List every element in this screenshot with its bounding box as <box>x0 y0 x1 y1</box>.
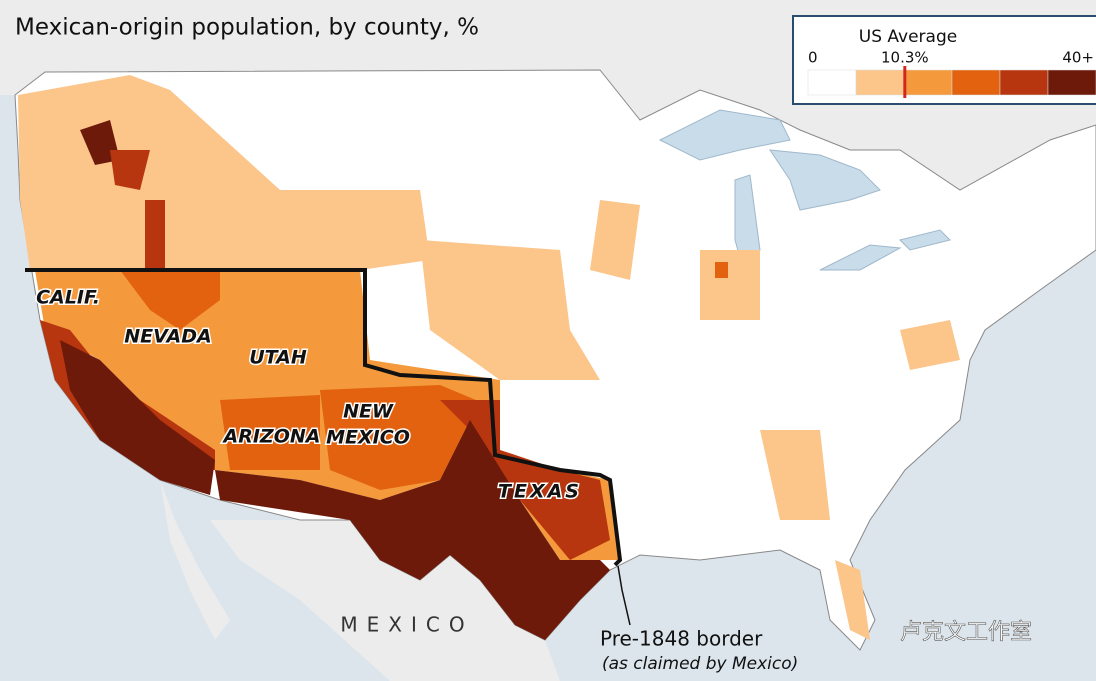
legend-tick-label: 0 <box>808 49 818 67</box>
state-label: UTAH <box>249 347 307 369</box>
region <box>80 120 120 165</box>
region <box>760 430 830 520</box>
legend-swatch <box>1047 69 1096 96</box>
annotation-note: (as claimed by Mexico) <box>602 654 798 674</box>
state-label: MEXICO <box>326 427 410 449</box>
region <box>420 240 600 380</box>
legend-swatch <box>855 69 905 96</box>
baja <box>160 480 230 640</box>
region <box>120 270 220 330</box>
region <box>60 340 215 495</box>
state-label: NEW <box>343 401 394 423</box>
region <box>110 150 150 190</box>
legend-swatch <box>807 69 857 96</box>
annotation: Pre-1848 border <box>600 627 763 651</box>
state-label: NEVADA <box>124 326 211 348</box>
region <box>590 200 640 280</box>
country-label: MEXICO <box>340 613 473 637</box>
region <box>715 262 728 278</box>
legend-tick-label: 40+ <box>1062 49 1094 67</box>
region <box>215 420 610 640</box>
legend-swatch <box>903 69 953 96</box>
legend-tick-label: 10.3% <box>881 49 929 67</box>
leader-line <box>617 565 631 626</box>
county-fills <box>18 75 960 640</box>
state-label: CALIF. <box>36 287 100 309</box>
region <box>145 200 165 270</box>
state-label: ARIZONA <box>222 426 321 448</box>
region <box>900 320 960 370</box>
watermark: 卢克文工作室 <box>900 620 1032 645</box>
region <box>18 75 430 270</box>
region <box>700 250 760 320</box>
title: Mexican-origin population, by county, % <box>15 15 479 41</box>
region <box>835 560 870 640</box>
pre-1848-border <box>25 268 623 567</box>
mexico-land <box>210 520 560 681</box>
legend-swatch <box>999 69 1049 96</box>
legend-swatch <box>951 69 1001 96</box>
state-label: TEXAS <box>498 481 582 503</box>
legend: US Average 0 10.3% 40+ <box>792 15 1096 105</box>
legend-title: US Average <box>859 27 957 47</box>
region <box>220 395 320 470</box>
